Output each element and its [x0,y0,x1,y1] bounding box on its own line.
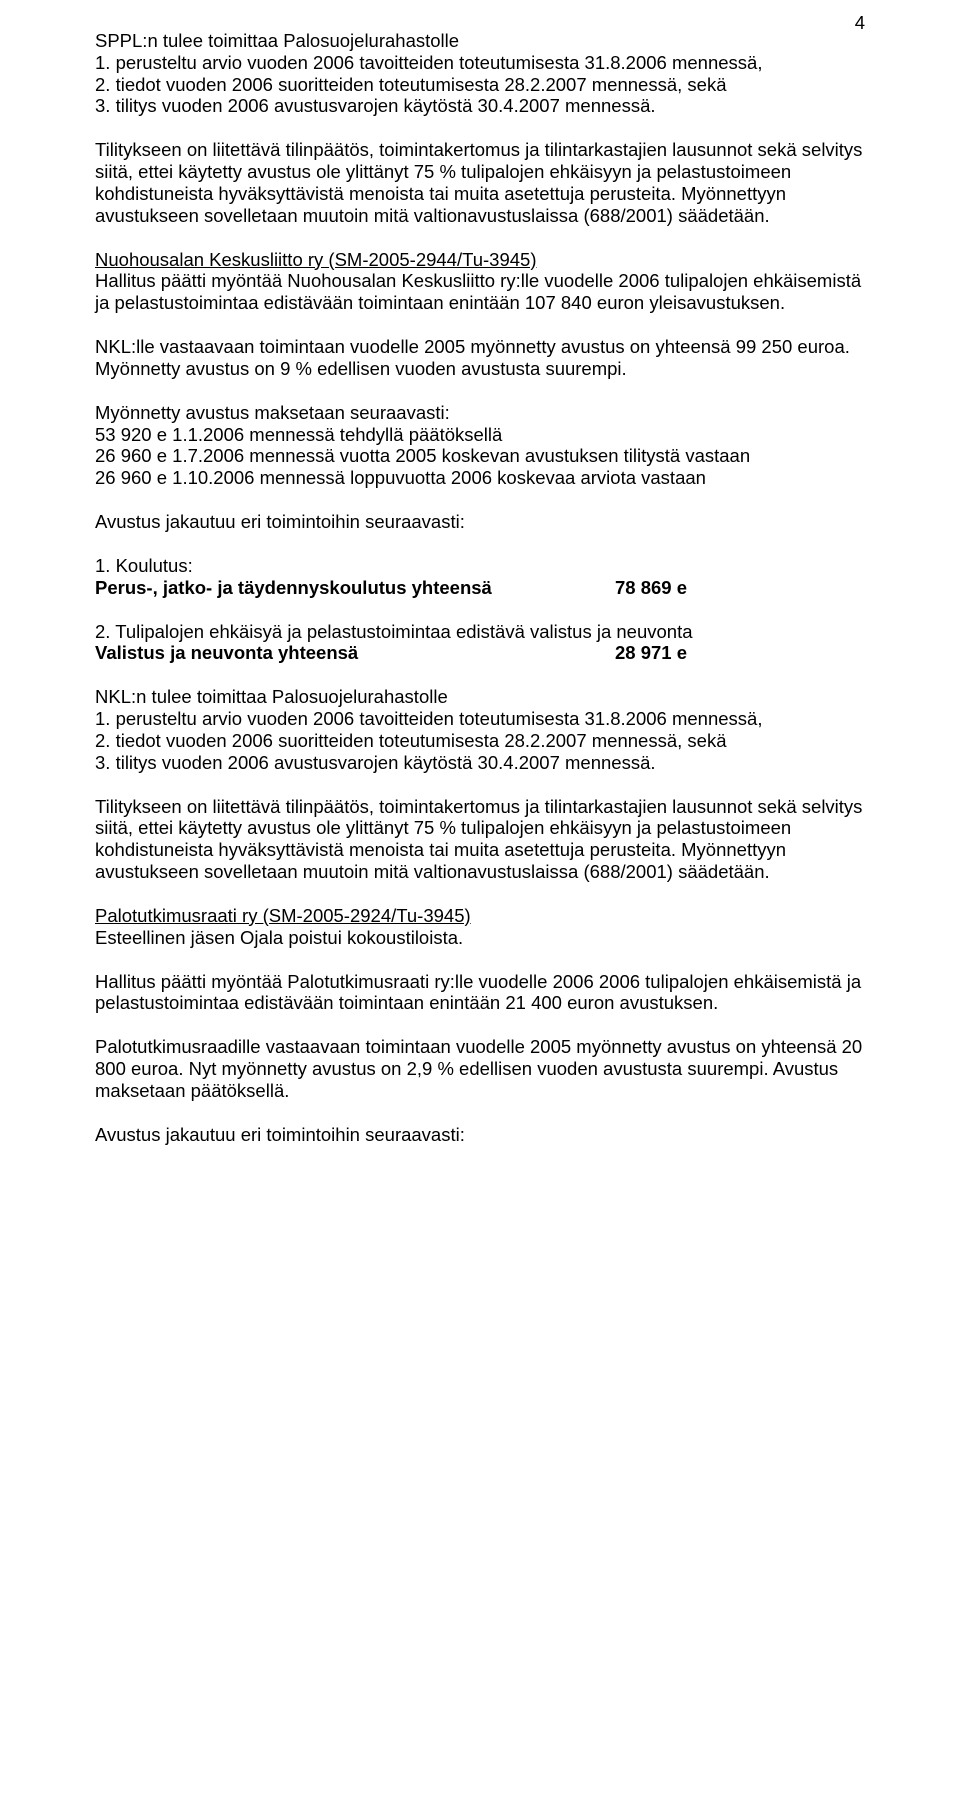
valistus-label: Valistus ja neuvonta yhteensä [95,642,615,664]
paragraph-7: 1. Koulutus: Perus-, jatko- ja täydennys… [95,555,865,599]
paragraph-5: Myönnetty avustus maksetaan seuraavasti:… [95,402,865,489]
paragraph-8: 2. Tulipalojen ehkäisyä ja pelastustoimi… [95,621,865,665]
valistus-amount: 28 971 e [615,642,865,664]
koulutus-amount: 78 869 e [615,577,865,599]
text: 2. tiedot vuoden 2006 suoritteiden toteu… [95,74,726,95]
text: Avustus jakautuu eri toimintoihin seuraa… [95,1124,465,1145]
text: SPPL:n tulee toimittaa Palosuojelurahast… [95,30,459,51]
text: 1. perusteltu arvio vuoden 2006 tavoitte… [95,52,762,73]
paragraph-10: Tilitykseen on liitettävä tilinpäätös, t… [95,796,865,883]
paragraph-6: Avustus jakautuu eri toimintoihin seuraa… [95,511,865,533]
section-heading-nuohousalan: Nuohousalan Keskusliitto ry (SM-2005-294… [95,249,537,270]
text: Palotutkimusraadille vastaavaan toiminta… [95,1036,862,1101]
text: Tilitykseen on liitettävä tilinpäätös, t… [95,796,862,882]
paragraph-13: Palotutkimusraadille vastaavaan toiminta… [95,1036,865,1101]
paragraph-2: Tilitykseen on liitettävä tilinpäätös, t… [95,139,865,226]
paragraph-3: Nuohousalan Keskusliitto ry (SM-2005-294… [95,249,865,314]
text: Myönnetty avustus maksetaan seuraavasti: [95,402,450,423]
text: Hallitus päätti myöntää Palotutkimusraat… [95,971,861,1014]
paragraph-12: Hallitus päätti myöntää Palotutkimusraat… [95,971,865,1015]
text: NKL:lle vastaavaan toimintaan vuodelle 2… [95,336,850,379]
text: 53 920 e 1.1.2006 mennessä tehdyllä päät… [95,424,502,445]
text: Hallitus päätti myöntää Nuohousalan Kesk… [95,270,861,313]
text: 26 960 e 1.10.2006 mennessä loppuvuotta … [95,467,706,488]
text: 3. tilitys vuoden 2006 avustusvarojen kä… [95,752,656,773]
paragraph-14: Avustus jakautuu eri toimintoihin seuraa… [95,1124,865,1146]
koulutus-total-row: Perus-, jatko- ja täydennyskoulutus yhte… [95,577,865,599]
paragraph-4: NKL:lle vastaavaan toimintaan vuodelle 2… [95,336,865,380]
document-page: 4 SPPL:n tulee toimittaa Palosuojeluraha… [0,0,960,1799]
koulutus-label: Perus-, jatko- ja täydennyskoulutus yhte… [95,577,615,599]
paragraph-9: NKL:n tulee toimittaa Palosuojelurahasto… [95,686,865,773]
text: 26 960 e 1.7.2006 mennessä vuotta 2005 k… [95,445,750,466]
valistus-total-row: Valistus ja neuvonta yhteensä 28 971 e [95,642,865,664]
paragraph-1: SPPL:n tulee toimittaa Palosuojelurahast… [95,30,865,117]
section-heading-palotutkimusraati: Palotutkimusraati ry (SM-2005-2924/Tu-39… [95,905,471,926]
page-number: 4 [855,12,865,34]
text: 2. Tulipalojen ehkäisyä ja pelastustoimi… [95,621,693,642]
text: Esteellinen jäsen Ojala poistui kokousti… [95,927,463,948]
text: 2. tiedot vuoden 2006 suoritteiden toteu… [95,730,726,751]
text: Tilitykseen on liitettävä tilinpäätös, t… [95,139,862,225]
text: NKL:n tulee toimittaa Palosuojelurahasto… [95,686,448,707]
text: 1. Koulutus: [95,555,193,576]
text: 1. perusteltu arvio vuoden 2006 tavoitte… [95,708,762,729]
text: Avustus jakautuu eri toimintoihin seuraa… [95,511,465,532]
text: 3. tilitys vuoden 2006 avustusvarojen kä… [95,95,656,116]
paragraph-11: Palotutkimusraati ry (SM-2005-2924/Tu-39… [95,905,865,949]
